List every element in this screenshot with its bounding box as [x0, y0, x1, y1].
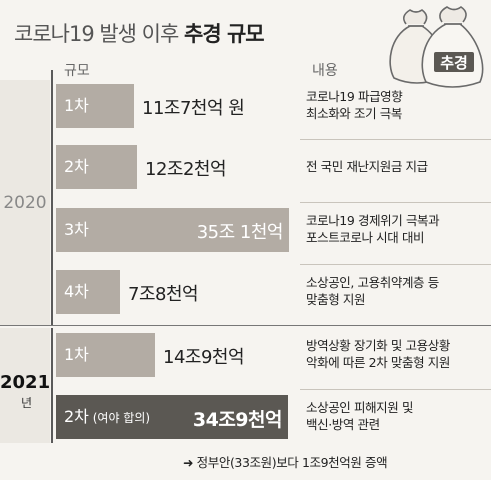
money-bag-icon: 추경 [389, 6, 484, 88]
round-text: 1차 [64, 96, 89, 115]
round-text: 3차 [64, 220, 89, 239]
description-line: 방역상황 장기화 및 고용상황 [306, 338, 450, 353]
round-label: 1차 [64, 333, 89, 377]
description-line: 소상공인, 고용취약계층 등 [306, 275, 439, 290]
header-content: 내용 [312, 63, 338, 79]
page-title: 코로나19 발생 이후 추경 규모 [14, 18, 265, 48]
amount-label: 7조8천억 [128, 284, 199, 305]
description-line: 맞춤형 지원 [306, 292, 366, 307]
bar-2020-1: 1차 [56, 84, 134, 128]
header-scale: 규모 [64, 63, 90, 79]
year-label-2021: 2021 [0, 372, 51, 393]
amount-label: 34조9천억 [192, 409, 283, 431]
round-label: 1차 [64, 84, 89, 128]
amount-label: 11조7천억 원 [142, 98, 245, 119]
amount-label: 12조2천억 [145, 159, 227, 180]
round-text: 2차 [64, 407, 89, 426]
description-line: 악화에 따른 2차 맞춤형 지원 [306, 355, 450, 370]
bar-2020-4: 4차 [56, 270, 120, 314]
footnote: ➜ 정부안(33조원)보다 1조9천억원 증액 [183, 455, 388, 470]
description-line: 전 국민 재난지원금 지급 [306, 159, 428, 174]
round-note: (여야 합의) [88, 411, 151, 425]
round-label: 2차 [64, 145, 89, 189]
bar-2021-6: 2차 (여야 합의) [56, 395, 288, 439]
bar-2020-3: 3차 [56, 208, 289, 252]
title-plain: 코로나19 발생 이후 [14, 22, 179, 46]
year-divider [0, 325, 491, 326]
row-divider [300, 264, 491, 265]
row-divider [300, 202, 491, 203]
bar-2021-5: 1차 [56, 333, 155, 377]
description-line: 최소화와 조기 극복 [306, 106, 402, 121]
amount-label: 35조 1천억 [196, 222, 284, 243]
year-label-2020: 2020 [3, 193, 47, 213]
round-text: 4차 [64, 282, 89, 301]
year-band-2020 [0, 80, 50, 326]
year-suffix-2021: 년 [21, 396, 33, 410]
bag-label: 추경 [440, 54, 468, 72]
description-line: 백신·방역 관련 [306, 417, 380, 432]
description-line: 코로나19 경제위기 극복과 [306, 213, 440, 228]
round-label: 3차 [64, 208, 89, 252]
row-divider [300, 139, 491, 140]
title-bold: 추경 규모 [184, 22, 265, 46]
round-text: 2차 [64, 157, 89, 176]
round-label: 4차 [64, 270, 89, 314]
amount-label: 14조9천억 [163, 347, 245, 368]
timeline-2021 [51, 328, 53, 443]
row-description: 전 국민 재난지원금 지급 [306, 158, 488, 175]
row-divider [300, 389, 491, 390]
bar-2020-2: 2차 [56, 145, 137, 189]
round-label: 2차 (여야 합의) [64, 395, 150, 440]
description-line: 포스트코로나 시대 대비 [306, 230, 425, 245]
round-text: 1차 [64, 345, 89, 364]
timeline-2020 [51, 70, 53, 326]
description-line: 소상공인 피해지원 및 [306, 400, 414, 415]
description-line: 코로나19 파급영향 [306, 89, 403, 104]
year-band-2021 [0, 328, 50, 443]
